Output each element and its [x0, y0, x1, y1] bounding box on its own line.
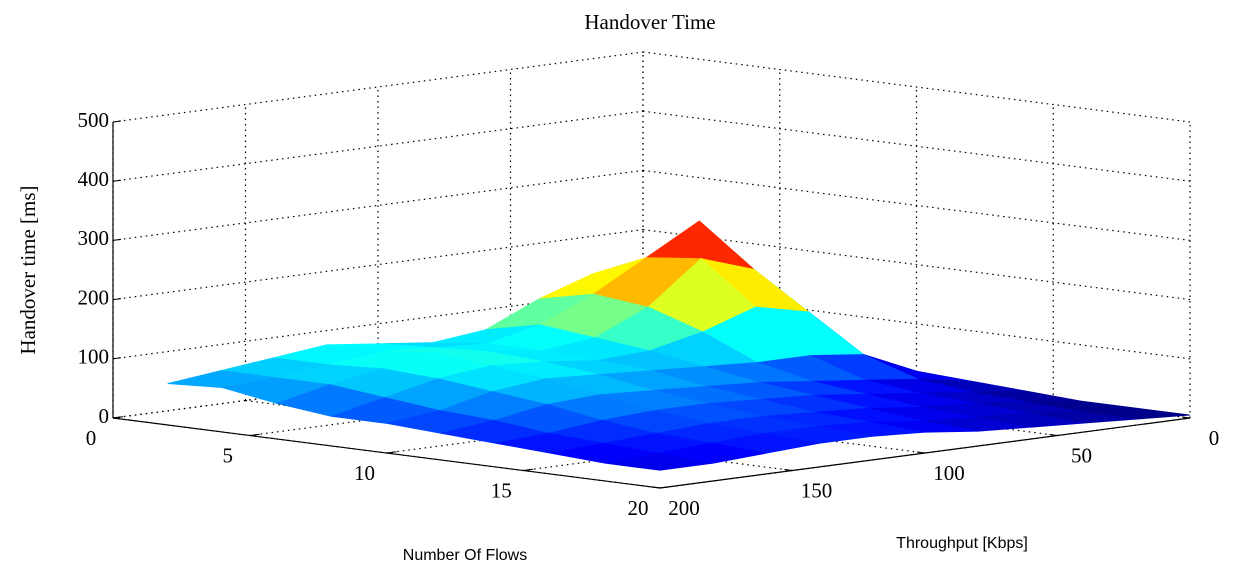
y-tick-label: 200: [668, 496, 700, 520]
y-tick-label: 150: [801, 478, 833, 502]
tick-mark: [249, 433, 260, 436]
grid-line: [642, 51, 1191, 123]
tick-mark: [523, 468, 534, 471]
x-axis-label: Number Of Flows: [403, 547, 527, 564]
tick-mark: [1049, 434, 1058, 436]
x-tick-label: 10: [354, 461, 375, 485]
x-tick-label: 20: [628, 496, 649, 520]
z-tick-label: 400: [78, 167, 110, 191]
y-tick-label: 50: [1071, 443, 1092, 467]
z-tick-label: 0: [99, 404, 110, 428]
y-tick-label: 0: [1209, 426, 1220, 450]
z-tick-label: 500: [78, 108, 110, 132]
tick-mark: [112, 120, 122, 123]
grid-line: [112, 229, 644, 301]
y-tick-label: 100: [933, 461, 965, 485]
tick-mark: [916, 451, 926, 454]
grid-line: [642, 288, 1191, 360]
tick-mark: [112, 179, 122, 182]
z-tick-label: 100: [78, 345, 110, 369]
x-tick-label: 5: [223, 443, 234, 467]
x-tick-label: 15: [491, 478, 512, 502]
grid-line: [112, 110, 644, 182]
tick-mark: [112, 416, 124, 419]
z-tick-label: 200: [78, 285, 110, 309]
tick-mark: [659, 486, 671, 489]
grid-line: [642, 169, 1191, 241]
z-tick-label: 300: [78, 226, 110, 250]
chart-title: Handover Time: [584, 10, 715, 34]
grid-line: [112, 51, 644, 123]
tick-mark: [784, 469, 793, 471]
tick-mark: [112, 238, 122, 241]
grid-line: [642, 229, 1191, 301]
x-tick-label: 0: [86, 426, 97, 450]
tick-mark: [112, 298, 122, 301]
tick-mark: [112, 357, 122, 360]
tick-mark: [651, 486, 661, 489]
surface-patch: [605, 452, 714, 471]
tick-mark: [386, 451, 397, 454]
y-axis-label: Throughput [Kbps]: [896, 535, 1028, 552]
z-axis-label: Handover time [ms]: [16, 185, 40, 354]
tick-mark: [1181, 416, 1191, 419]
grid-line: [112, 169, 644, 241]
